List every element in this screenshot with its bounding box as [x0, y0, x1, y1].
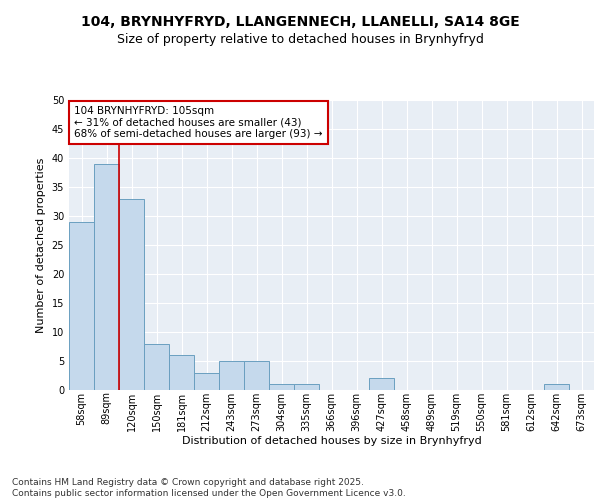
- Bar: [119, 198, 144, 390]
- Bar: [94, 164, 119, 390]
- Bar: [369, 378, 394, 390]
- Y-axis label: Number of detached properties: Number of detached properties: [36, 158, 46, 332]
- Text: Contains HM Land Registry data © Crown copyright and database right 2025.
Contai: Contains HM Land Registry data © Crown c…: [12, 478, 406, 498]
- X-axis label: Distribution of detached houses by size in Brynhyfryd: Distribution of detached houses by size …: [182, 436, 481, 446]
- Text: Size of property relative to detached houses in Brynhyfryd: Size of property relative to detached ho…: [116, 32, 484, 46]
- Text: 104, BRYNHYFRYD, LLANGENNECH, LLANELLI, SA14 8GE: 104, BRYNHYFRYD, LLANGENNECH, LLANELLI, …: [80, 15, 520, 29]
- Bar: [69, 222, 94, 390]
- Bar: [544, 384, 569, 390]
- Bar: [144, 344, 169, 390]
- Bar: [169, 355, 194, 390]
- Bar: [269, 384, 294, 390]
- Bar: [219, 361, 244, 390]
- Text: 104 BRYNHYFRYD: 105sqm
← 31% of detached houses are smaller (43)
68% of semi-det: 104 BRYNHYFRYD: 105sqm ← 31% of detached…: [74, 106, 323, 139]
- Bar: [294, 384, 319, 390]
- Bar: [244, 361, 269, 390]
- Bar: [194, 372, 219, 390]
